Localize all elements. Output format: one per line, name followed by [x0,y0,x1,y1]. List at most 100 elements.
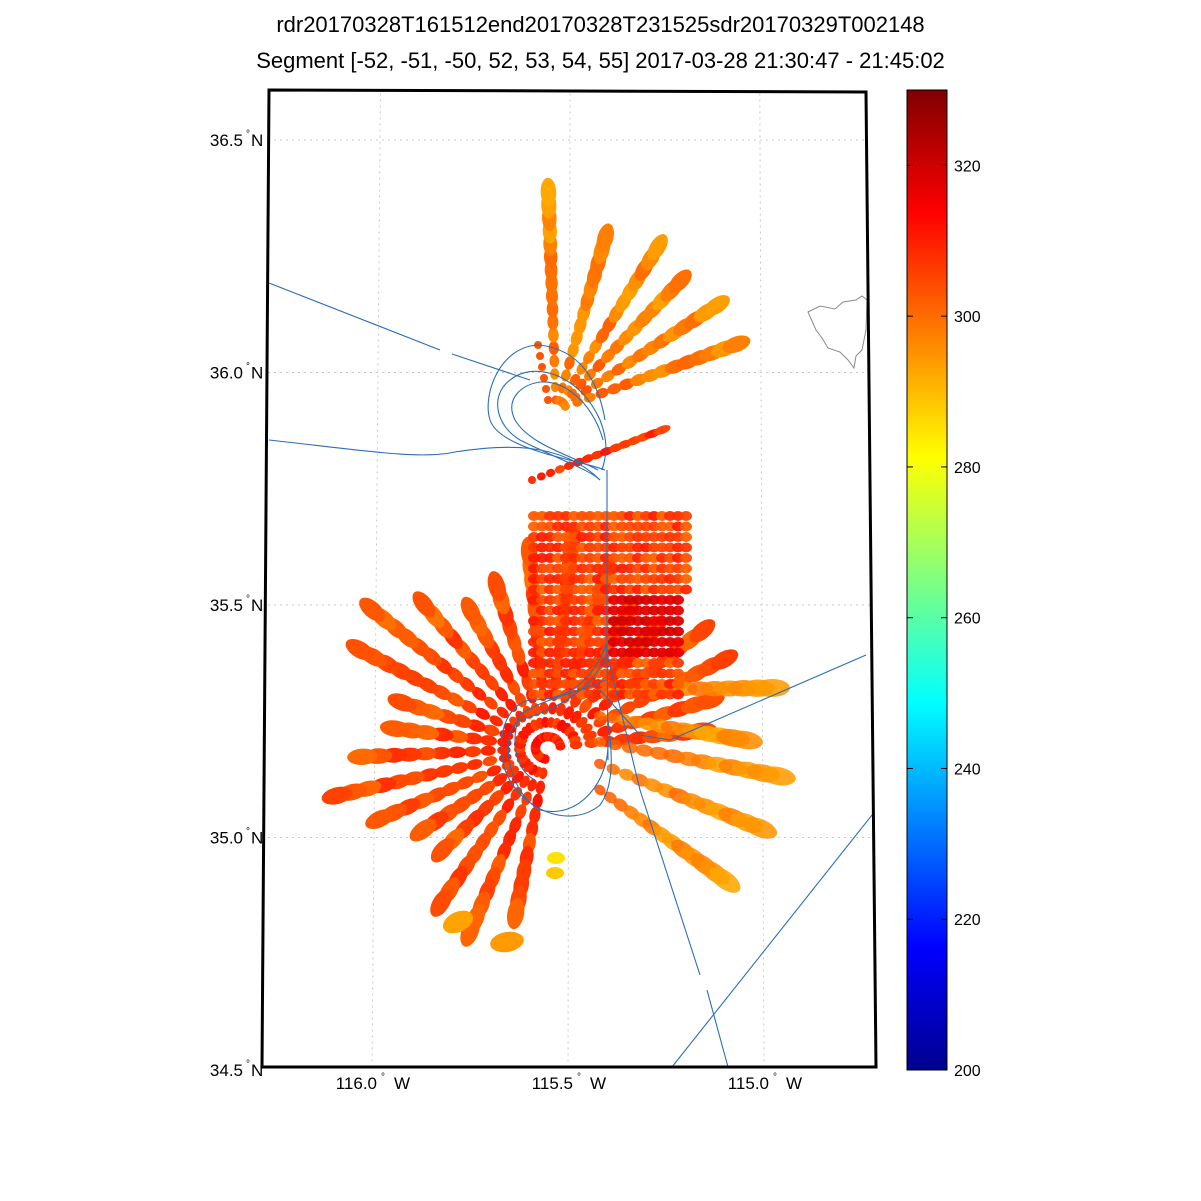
observation-footprint [603,791,617,804]
coastline [807,295,868,370]
latitude-labels: 36.5 ° N36.0 ° N35.5 ° N35.0 ° N34.5 ° N [210,129,263,1080]
flight-tracks [268,282,876,1067]
colorbar-ticks: 320 300 280 260 240 220 200 [907,158,981,1080]
observation-footprint [742,817,778,839]
observation-footprint [450,762,469,774]
observation-footprint [535,780,546,795]
observation-footprint [754,678,790,698]
observation-footprint [430,746,452,760]
observation-footprint [515,804,527,820]
observation-footprint [466,759,483,770]
observation-footprint [522,705,534,719]
observation-footprint [430,837,455,863]
observation-footprint [545,468,556,477]
latitude-unit: N [251,1061,263,1080]
observation-footprint [529,806,541,825]
observation-footprint [546,867,564,879]
observation-footprint [480,745,496,756]
observation-footprint [434,765,454,778]
observation-footprint [594,784,606,796]
observation-footprint [582,350,595,365]
observation-footprint [550,368,560,380]
observation-footprint [592,358,606,372]
observation-footprint [379,720,411,737]
observation-footprint [492,773,508,787]
observation-footprint [579,698,593,713]
observation-footprint [460,596,481,626]
observation-footprint [672,637,684,647]
flight-track [507,649,609,813]
colorbar-tick-label: 300 [954,309,981,326]
colorbar-tick-label: 280 [954,460,981,477]
observation-footprint [538,363,546,371]
degree-symbol: ° [246,129,250,140]
observation-footprint [500,780,515,795]
observation-footprint [387,693,417,712]
observation-footprint [484,696,498,710]
longitude-tick-label: 116.0 [336,1074,377,1093]
observations [321,177,796,953]
observation-footprint [647,234,668,261]
observation-footprint [680,542,692,553]
observation-footprint [606,763,621,775]
figure-title-line2: Segment [-52, -51, -50, 52, 53, 54, 55] … [256,48,945,73]
observation-footprint [530,702,541,717]
longitude-tick-label: 115.0 [728,1074,769,1093]
longitude-unit: W [786,1074,802,1093]
map-frame [260,88,878,1069]
observation-footprint [510,787,523,801]
observation-footprint [722,335,751,354]
observation-footprint [501,798,515,814]
degree-symbol: ° [246,362,250,373]
observation-footprint [412,591,436,618]
observation-footprint [680,511,692,521]
observation-footprint [564,356,575,370]
observation-footprint [548,327,559,343]
observation-footprint [359,597,386,622]
observation-footprint [569,740,583,750]
observation-footprint [709,867,741,893]
observation-footprint [463,732,483,745]
observation-footprint [544,396,552,404]
observation-footprint [365,809,394,829]
observation-footprint [576,362,588,375]
colorbar-tick-label: 260 [954,611,981,628]
observation-footprint [555,742,566,751]
observation-footprint [409,818,437,842]
observation-footprint [482,756,498,767]
latitude-unit: N [251,829,263,848]
observation-footprint [672,658,684,668]
observation-footprint [672,595,684,605]
observation-footprint [560,402,570,411]
observation-footprint [581,454,594,463]
observation-footprint [345,638,375,661]
observation-footprint [680,553,692,563]
observation-footprint [494,686,509,702]
observation-footprint [727,730,763,750]
observation-footprint [596,223,615,253]
degree-symbol: ° [246,827,250,838]
observation-footprint [680,532,692,542]
observation-footprint [672,668,684,679]
latitude-tick-label: 35.0 [210,829,243,848]
observation-footprint [680,563,692,574]
observation-footprint [528,476,536,484]
observation-footprint [760,766,796,786]
observation-footprint [483,724,500,737]
observation-footprint [567,342,579,359]
latitude-unit: N [251,596,263,615]
observation-footprint [601,370,615,383]
observation-footprint [496,706,509,719]
observation-footprint [672,616,684,626]
observation-footprint [680,584,692,595]
longitude-unit: W [590,1074,606,1093]
observation-footprint [471,770,488,783]
observation-footprint [527,779,537,792]
observation-footprint [430,888,453,917]
observation-footprint [442,910,474,934]
observation-footprint [594,758,606,770]
observation-footprint [556,703,566,717]
observation-footprint [618,768,635,781]
longitude-gridline [759,93,765,1067]
observation-footprint [467,719,486,732]
